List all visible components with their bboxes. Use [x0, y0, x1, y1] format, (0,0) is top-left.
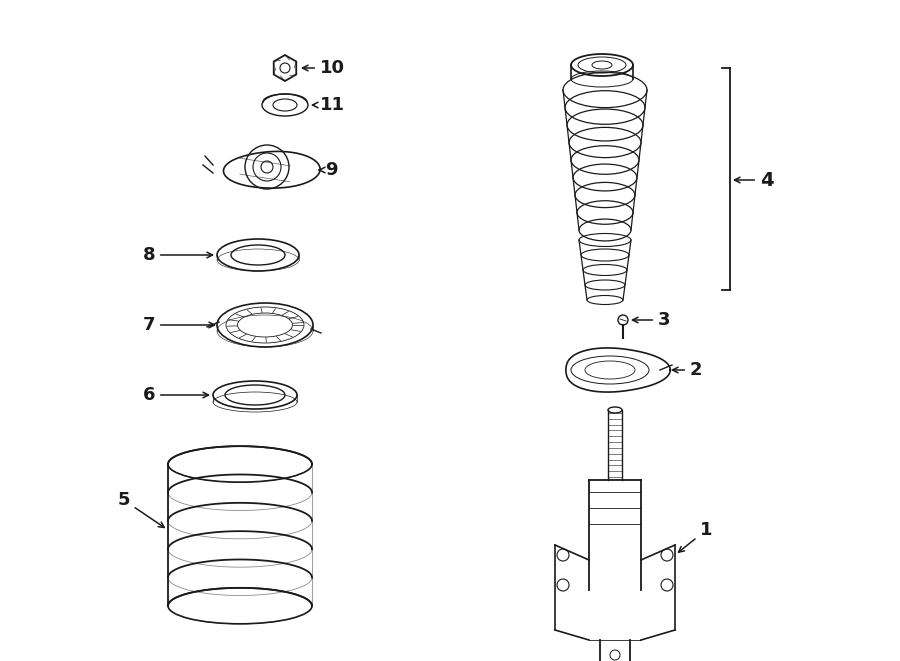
Text: 9: 9	[319, 161, 338, 179]
Text: 3: 3	[633, 311, 670, 329]
Text: 5: 5	[118, 491, 165, 527]
Text: 2: 2	[672, 361, 703, 379]
Text: 8: 8	[142, 246, 212, 264]
Text: 4: 4	[734, 171, 774, 190]
Text: 6: 6	[142, 386, 209, 404]
Text: 10: 10	[302, 59, 345, 77]
Text: 1: 1	[679, 521, 713, 552]
Text: 7: 7	[142, 316, 214, 334]
Text: 11: 11	[312, 96, 345, 114]
